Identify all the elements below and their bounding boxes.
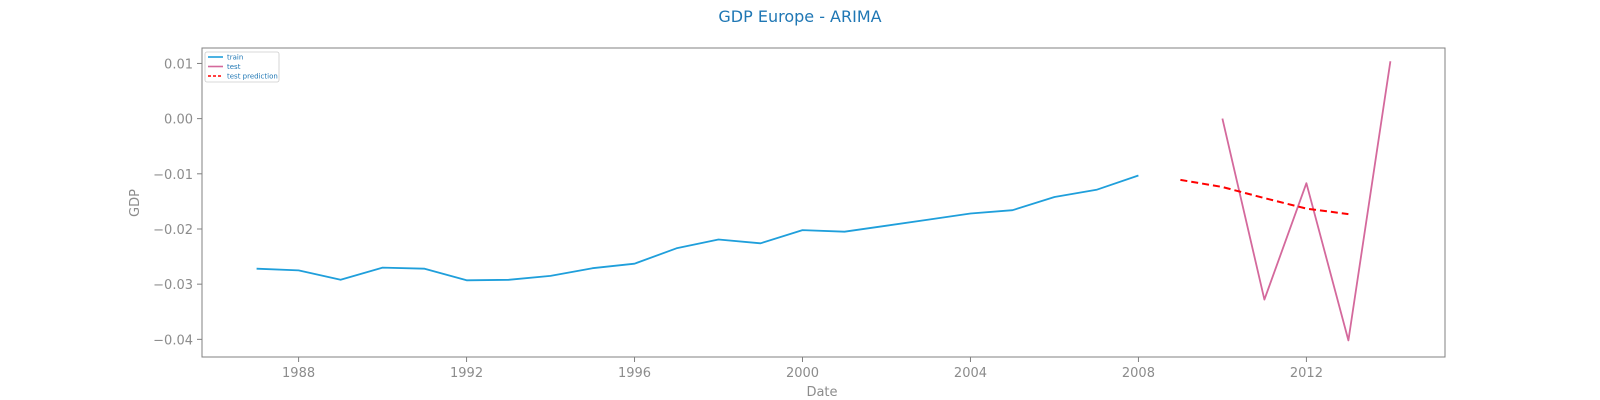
plot-frame xyxy=(201,47,1446,358)
y-tick-label: 0.00 xyxy=(164,113,193,128)
y-axis: 0.01 0.00 −0.01 −0.02 −0.03 −0.04 xyxy=(153,57,202,348)
series-line-test xyxy=(1221,61,1392,342)
legend-label: test xyxy=(227,63,241,71)
legend-label: test prediction xyxy=(227,73,278,81)
y-tick-label: 0.01 xyxy=(164,57,193,72)
x-tick-label: 2008 xyxy=(1122,366,1155,381)
x-tick-label: 2012 xyxy=(1290,366,1323,381)
y-tick-label: −0.02 xyxy=(153,223,193,238)
y-tick-label: −0.01 xyxy=(153,168,193,183)
plot-area xyxy=(201,47,1446,358)
chart-title: GDP Europe - ARIMA xyxy=(718,7,881,26)
series-layer xyxy=(256,61,1392,342)
x-tick-label: 1996 xyxy=(618,366,651,381)
x-axis: 1988 1992 1996 2000 2004 2008 2012 xyxy=(282,357,1323,381)
x-tick-label: 1988 xyxy=(282,366,315,381)
series-line-test-prediction xyxy=(1180,178,1349,216)
y-tick-label: −0.03 xyxy=(153,278,193,293)
series-line-train xyxy=(256,174,1139,282)
legend-label: train xyxy=(227,54,243,62)
y-tick-label: −0.04 xyxy=(153,333,193,348)
legend-box xyxy=(204,51,280,83)
x-axis-label: Date xyxy=(806,385,837,400)
y-axis-label: GDP xyxy=(128,189,143,217)
x-tick-label: 2000 xyxy=(786,366,819,381)
x-tick-label: 1992 xyxy=(450,366,483,381)
x-tick-label: 2004 xyxy=(954,366,987,381)
